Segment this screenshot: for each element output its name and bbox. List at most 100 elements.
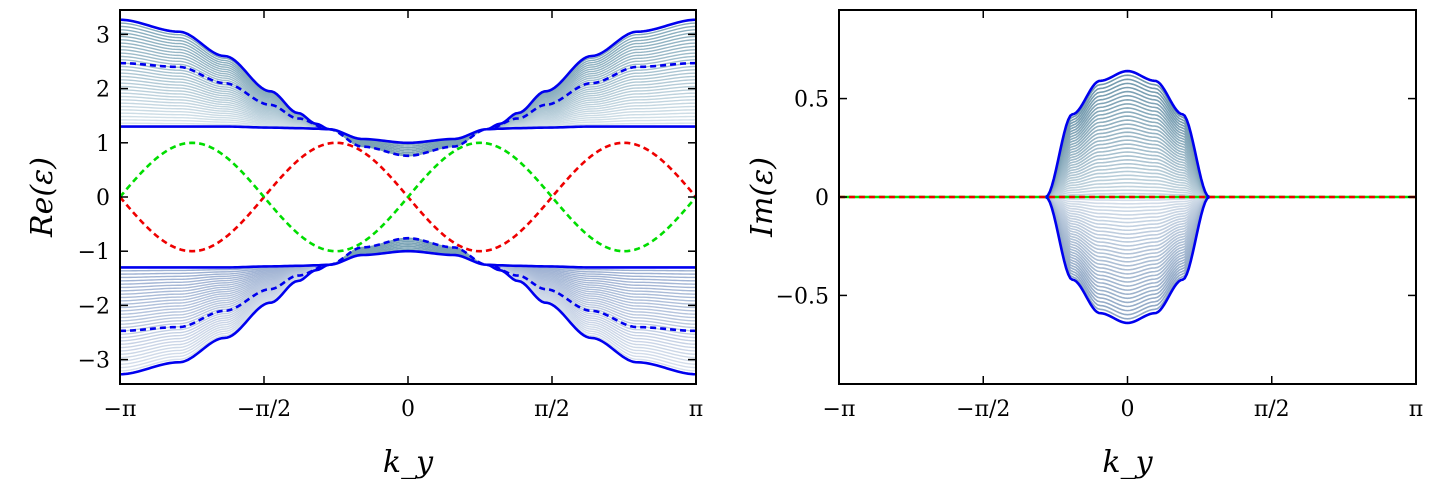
- bulk-band-line: [1045, 196, 1210, 304]
- x-tick-label: 0: [401, 397, 415, 422]
- gap-band-line: [329, 128, 487, 151]
- band-band-edge-line: [486, 263, 697, 376]
- bulk-band-line: [1045, 196, 1210, 228]
- edge-state-line: [119, 141, 697, 253]
- bulk-band-line: [1045, 123, 1210, 198]
- bulk-band-line: [1045, 119, 1210, 198]
- bulk-band-line: [1045, 78, 1210, 198]
- band-band-edge-line: [119, 263, 330, 376]
- band-edge-state-line: [486, 61, 697, 131]
- bulk-band-line: [1045, 196, 1210, 308]
- bulk-band-line: [1045, 196, 1210, 239]
- band-band-edge-line: [119, 18, 330, 131]
- gap-band-line: [329, 240, 487, 266]
- y-tick-label: 2: [96, 78, 110, 103]
- band-band-edge-line: [486, 18, 697, 131]
- bulk-band-line: [1045, 196, 1210, 283]
- bulk-band-line: [1045, 196, 1210, 300]
- bulk-band-line: [1045, 135, 1210, 198]
- bulk-band-line: [1045, 151, 1210, 198]
- bulk-band-line: [1045, 196, 1210, 263]
- band-band-edge-line: [486, 263, 696, 269]
- bulk-band-line: [1045, 185, 1210, 198]
- y-axis-label: Im(ε): [745, 157, 780, 238]
- gap-band-line: [329, 243, 487, 266]
- y-tick-label: −2: [78, 294, 110, 319]
- bulk-band-line: [1045, 82, 1210, 198]
- band-edge-state-line: [119, 61, 330, 131]
- left-panel-re-spectrum: −π −π/2 0 π/2 π −3 −2 −1 0 1 2 3 k_y Re(ε): [25, 9, 703, 480]
- bulk-band-line: [1045, 139, 1210, 198]
- y-tick-label: 3: [96, 23, 110, 48]
- gap-band-line: [329, 247, 487, 266]
- bulk-band-line: [1045, 155, 1210, 198]
- bulk-band-line: [1045, 196, 1210, 320]
- y-tick-label: −0.5: [776, 284, 829, 309]
- bulk-band-line: [1045, 196, 1210, 259]
- gap-band-line: [329, 242, 487, 266]
- x-tick-label: −π: [104, 397, 137, 422]
- bulk-band-line: [1045, 196, 1210, 271]
- bulk-band-line: [1045, 178, 1210, 198]
- bulk-band-line: [1045, 143, 1210, 198]
- bulk-band-line: [1045, 111, 1210, 198]
- bulk-band-line: [1045, 196, 1210, 202]
- bulk-band-line: [1045, 170, 1210, 198]
- bulk-band-line: [1045, 159, 1210, 198]
- y-tick-label: −1: [78, 240, 110, 265]
- bulk-band-line: [1045, 196, 1210, 209]
- right-panel-im-spectrum: −π −π/2 0 π/2 π −0.5 0 0.5 k_y Im(ε): [745, 9, 1423, 480]
- gap-band-line: [329, 128, 487, 154]
- x-tick-label: 0: [1121, 397, 1135, 422]
- bulk-band-line: [1045, 127, 1210, 198]
- bulk-band-line: [1045, 192, 1210, 198]
- gap-envelope-line: [329, 249, 487, 267]
- bulk-band-line: [1045, 196, 1210, 212]
- bulk-band-line: [1045, 196, 1210, 224]
- y-tick-label: 0: [815, 186, 829, 211]
- bulk-band-line: [1045, 107, 1210, 198]
- x-tick-label: π/2: [534, 397, 570, 422]
- x-tick-label: π/2: [1254, 397, 1290, 422]
- y-tick-label: 0: [96, 186, 110, 211]
- bulk-band-line: [1045, 196, 1210, 316]
- band-band-edge-line: [120, 263, 330, 269]
- y-tick-label: 0.5: [794, 88, 829, 113]
- bulk-band-line: [1045, 196, 1210, 287]
- bulk-band-line: [1045, 162, 1210, 198]
- y-axis-label: Re(ε): [25, 157, 60, 238]
- bulk-band-line: [1045, 196, 1210, 279]
- x-axis-label: k_y: [383, 445, 434, 480]
- bulk-band-line: [1045, 182, 1210, 198]
- gap-band-line: [329, 245, 487, 266]
- bulk-band-line: [1045, 189, 1210, 198]
- bulk-band-line: [1045, 196, 1210, 235]
- gap-band-line: [329, 128, 487, 149]
- bulk-band-line: [1045, 103, 1210, 198]
- band-edge-state-line: [119, 263, 330, 333]
- bulk-band-line: [1045, 196, 1210, 205]
- bulk-band-line: [1045, 98, 1210, 198]
- y-tick-label: 1: [96, 132, 110, 157]
- gap-band-line: [329, 128, 487, 152]
- bulk-band-line: [1045, 196, 1210, 291]
- envelope-envelope-lower-line: [1045, 195, 1210, 325]
- bulk-band-line: [1045, 174, 1210, 198]
- bulk-band-line: [1045, 147, 1210, 198]
- bulk-band-line: [1045, 196, 1210, 267]
- bulk-band-line: [1045, 94, 1210, 198]
- bulk-band-line: [1045, 196, 1210, 251]
- bulk-band-line: [1045, 74, 1210, 198]
- bulk-band-line: [1045, 196, 1210, 312]
- x-axis-label: k_y: [1102, 445, 1153, 480]
- band-band-edge-line: [486, 125, 696, 131]
- bulk-band-line: [1045, 196, 1210, 216]
- bulk-band-line: [1045, 90, 1210, 198]
- gap-envelope-line: [329, 127, 487, 158]
- x-tick-label: π: [1409, 397, 1423, 422]
- gap-envelope-line: [329, 236, 487, 267]
- bulk-band-line: [1045, 115, 1210, 198]
- x-tick-label: −π: [823, 397, 856, 422]
- bulk-band-line: [1045, 196, 1210, 220]
